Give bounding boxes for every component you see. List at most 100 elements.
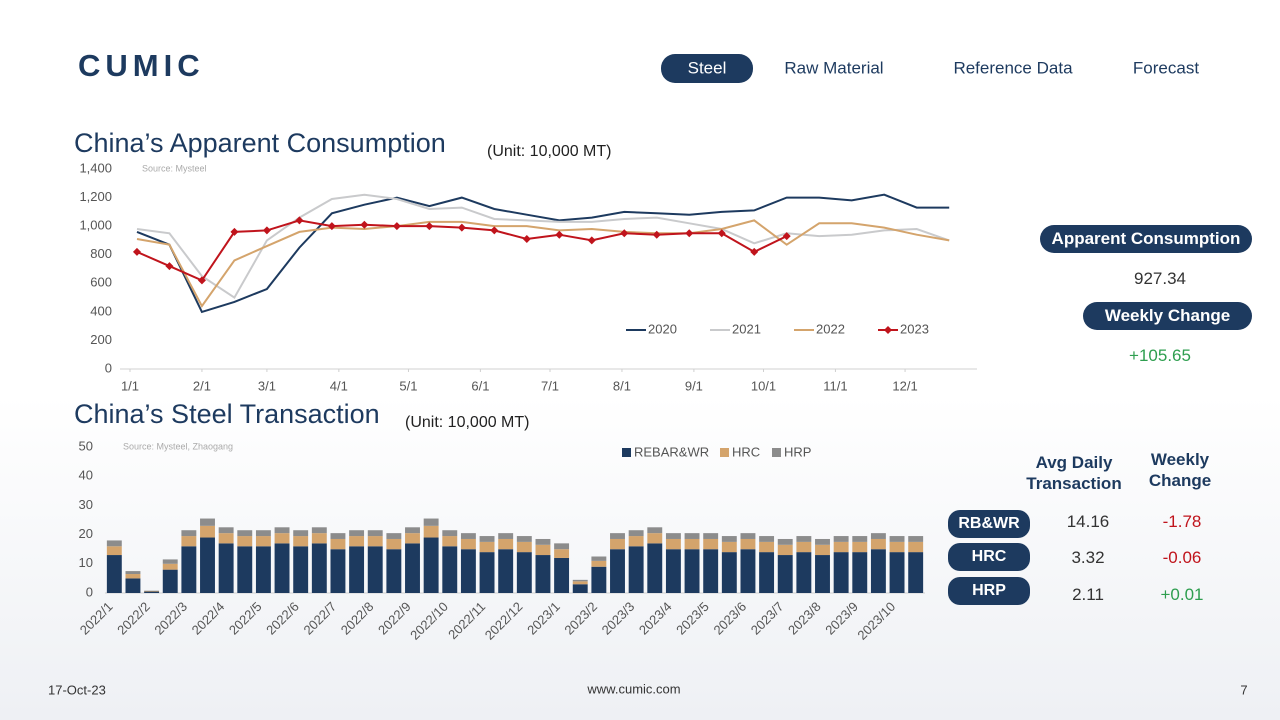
bar-segment	[572, 579, 588, 582]
bar-segment	[516, 552, 532, 593]
bar-segment	[255, 536, 271, 547]
series-line	[136, 193, 950, 314]
legend-label: REBAR&WR	[634, 444, 709, 459]
x-tick-label: 6/1	[471, 378, 489, 393]
bar-segment	[162, 559, 178, 564]
bar-segment	[628, 530, 644, 537]
point	[360, 220, 369, 229]
bar-segment	[125, 574, 141, 579]
bar-segment	[796, 536, 812, 542]
x-tick-label: 2022/1	[77, 599, 116, 638]
x-tick-label: 5/1	[399, 378, 417, 393]
x-tick-label: 10/1	[751, 378, 776, 393]
y-tick-label: 30	[79, 497, 93, 512]
bar-segment	[405, 543, 420, 593]
bar-segment	[386, 538, 402, 550]
bar-segment	[367, 530, 383, 537]
y-tick-label: 200	[90, 332, 112, 347]
bar-segment	[740, 538, 756, 550]
legend-label: HRP	[784, 444, 811, 459]
table-header: Avg Daily Transaction	[1026, 453, 1122, 493]
legend-label: 2022	[816, 321, 845, 336]
cell: +0.01	[1160, 585, 1204, 604]
point	[685, 229, 694, 238]
panel-label: Apparent Consumption	[1040, 225, 1252, 253]
bar-segment	[759, 536, 775, 542]
bar-segment	[106, 540, 122, 547]
x-tick-label: 7/1	[541, 378, 559, 393]
nav-item[interactable]: Reference Data	[953, 58, 1073, 77]
bar-segment	[833, 536, 849, 542]
bar-segment	[740, 549, 756, 593]
page-number: 7	[1240, 682, 1247, 697]
x-tick-label: 2022/10	[407, 599, 451, 643]
bar-segment	[815, 538, 830, 545]
footer-website[interactable]: www.cumic.com	[586, 681, 680, 696]
bar-segment	[889, 541, 905, 553]
bar-segment	[852, 541, 868, 553]
bar-segment	[833, 541, 849, 553]
bar-segment	[349, 546, 365, 593]
x-tick-label: 8/1	[613, 378, 631, 393]
x-tick-label: 12/1	[892, 378, 917, 393]
footer-date: 17-Oct-23	[48, 682, 106, 697]
x-tick-label: 2023/6	[710, 599, 749, 638]
bar-segment	[815, 555, 830, 593]
panel-label: Weekly Change	[1083, 302, 1252, 330]
bar-segment	[274, 527, 290, 534]
bar-segment	[367, 536, 383, 547]
bar-segment	[200, 525, 215, 538]
bar-segment	[255, 530, 271, 537]
bar-segment	[293, 536, 309, 547]
bar-segment	[777, 538, 793, 545]
point	[197, 276, 206, 285]
bar-segment	[162, 563, 178, 570]
bar-segment	[479, 541, 495, 553]
bar-segment	[870, 533, 886, 539]
x-tick-label: 2023/5	[673, 599, 712, 638]
bar-segment	[535, 538, 551, 545]
bar-segment	[665, 538, 681, 550]
x-tick-label: 2022/3	[151, 599, 190, 638]
x-tick-label: 2022/8	[338, 599, 377, 638]
bar-segment	[144, 591, 160, 593]
y-tick-label: 600	[90, 275, 112, 290]
x-tick-label: 2023/2	[561, 599, 600, 638]
bar-segment	[554, 543, 570, 550]
bar-segment	[423, 525, 439, 538]
point	[587, 236, 596, 245]
bar-segment	[405, 533, 420, 544]
cell: -0.06	[1162, 548, 1202, 567]
bar-segment	[703, 549, 719, 593]
chart-title: China’s Apparent Consumption	[74, 128, 446, 158]
point	[262, 226, 271, 235]
bar-segment	[181, 546, 197, 593]
legend-label: 2021	[732, 321, 761, 336]
bar-segment	[591, 560, 607, 567]
bar-segment	[684, 533, 700, 539]
chart-unit: (Unit: 10,000 MT)	[405, 414, 529, 431]
bar-segment	[293, 546, 309, 593]
bar-segment	[610, 533, 625, 539]
bar-segment	[554, 549, 570, 558]
bar-segment	[535, 544, 551, 556]
bar-segment	[908, 536, 924, 542]
bar-segment	[106, 546, 122, 556]
bar-segment	[200, 537, 215, 593]
bar-segment	[181, 536, 197, 547]
bar-segment	[106, 555, 122, 593]
nav-item[interactable]: Forecast	[1133, 58, 1199, 77]
bar-segment	[591, 556, 607, 561]
nav-item[interactable]: Raw Material	[784, 58, 883, 77]
bar-segment	[349, 536, 365, 547]
cell: 2.11	[1072, 585, 1104, 604]
nav-item[interactable]: Steel	[688, 58, 727, 77]
bar-segment	[591, 566, 607, 593]
bar-segment	[200, 518, 215, 526]
logo: CUMIC	[78, 48, 205, 83]
bar-segment	[852, 552, 868, 593]
bar-segment	[759, 541, 775, 553]
bar-segment	[349, 530, 365, 537]
bar-segment	[237, 536, 253, 547]
